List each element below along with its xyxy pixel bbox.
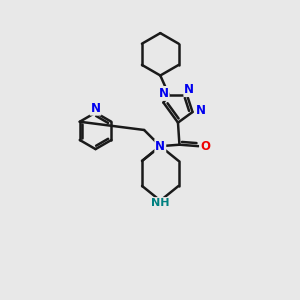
Text: O: O — [200, 140, 210, 153]
Text: NH: NH — [151, 198, 169, 208]
Text: N: N — [91, 102, 100, 115]
Text: N: N — [196, 104, 206, 117]
Text: N: N — [184, 83, 194, 96]
Text: N: N — [155, 140, 165, 153]
Text: N: N — [159, 87, 169, 100]
